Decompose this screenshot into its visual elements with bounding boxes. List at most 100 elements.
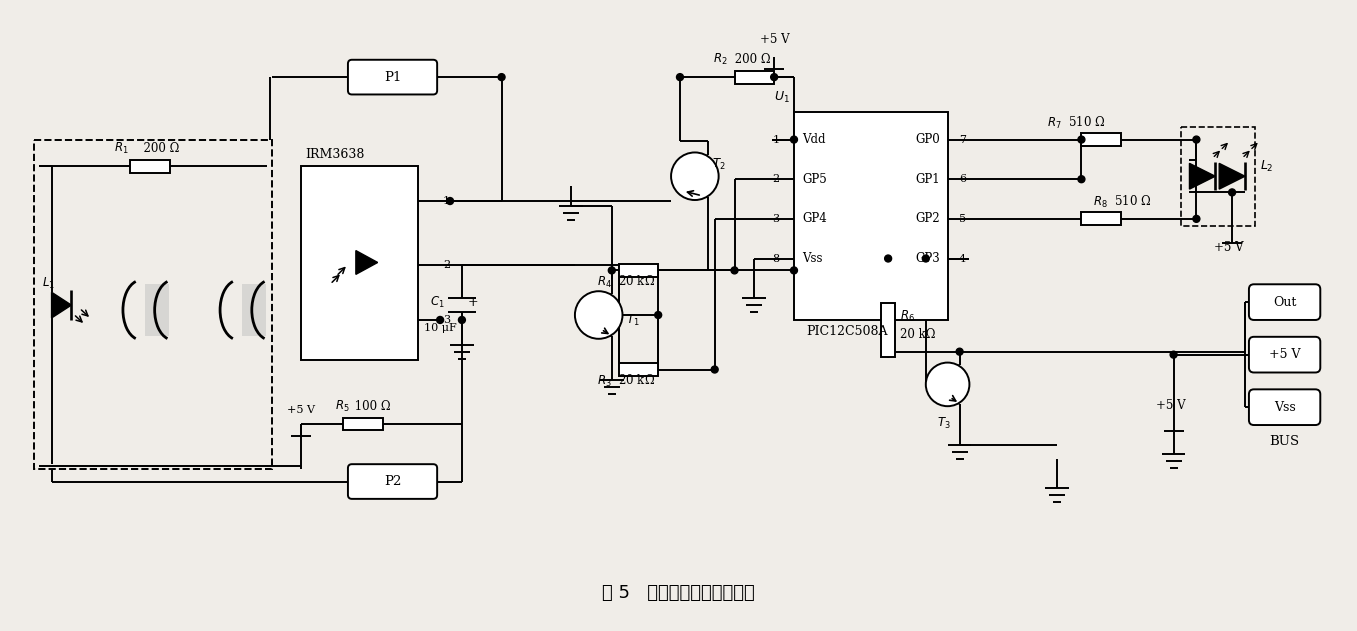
Circle shape <box>498 74 505 81</box>
FancyBboxPatch shape <box>1248 285 1320 320</box>
Circle shape <box>654 312 662 319</box>
Text: GP2: GP2 <box>915 213 939 225</box>
Text: +5 V: +5 V <box>1215 241 1244 254</box>
Text: 2: 2 <box>772 174 780 184</box>
Text: 3: 3 <box>444 315 451 325</box>
Text: IRM3638: IRM3638 <box>305 148 365 161</box>
Bar <box>734 71 773 83</box>
Text: 1: 1 <box>772 134 780 144</box>
Circle shape <box>459 317 465 324</box>
Text: PIC12C508A: PIC12C508A <box>806 326 887 338</box>
FancyBboxPatch shape <box>347 464 437 499</box>
Circle shape <box>672 153 719 200</box>
FancyBboxPatch shape <box>1248 337 1320 372</box>
Text: 200 Ω: 200 Ω <box>730 53 771 66</box>
Text: $R_5$: $R_5$ <box>335 399 350 414</box>
Text: 10 μF: 10 μF <box>425 323 457 333</box>
Circle shape <box>575 292 623 339</box>
Text: Vss: Vss <box>802 252 822 265</box>
Text: 6: 6 <box>959 174 966 184</box>
Bar <box>130 160 170 173</box>
Text: 5: 5 <box>959 214 966 224</box>
Bar <box>1181 127 1255 226</box>
Text: P1: P1 <box>384 71 402 84</box>
Polygon shape <box>52 292 72 318</box>
Text: +5 V: +5 V <box>1156 399 1186 411</box>
Circle shape <box>446 198 453 204</box>
Text: 100 Ω: 100 Ω <box>351 399 391 413</box>
Bar <box>301 167 418 360</box>
Text: 4: 4 <box>959 254 966 264</box>
Text: $T_1$: $T_1$ <box>627 312 641 327</box>
Text: 20 kΩ: 20 kΩ <box>900 328 935 341</box>
Bar <box>343 418 383 430</box>
Polygon shape <box>1219 163 1244 189</box>
Text: $L_2$: $L_2$ <box>1259 159 1273 174</box>
Circle shape <box>608 267 615 274</box>
Circle shape <box>1193 136 1200 143</box>
Polygon shape <box>242 285 266 336</box>
Bar <box>794 112 947 320</box>
Bar <box>881 303 896 357</box>
Circle shape <box>885 255 892 262</box>
Text: 7: 7 <box>959 134 966 144</box>
Text: +: + <box>468 295 479 309</box>
FancyBboxPatch shape <box>1248 389 1320 425</box>
Circle shape <box>791 267 798 274</box>
Text: 8: 8 <box>772 254 780 264</box>
Circle shape <box>1170 351 1177 358</box>
Text: Out: Out <box>1273 295 1296 309</box>
Text: $U_1$: $U_1$ <box>773 90 790 105</box>
Text: $R_7$  510 Ω: $R_7$ 510 Ω <box>1046 115 1105 131</box>
FancyBboxPatch shape <box>347 60 437 95</box>
Circle shape <box>1077 176 1084 183</box>
Text: +5 V: +5 V <box>1269 348 1300 361</box>
Text: GP5: GP5 <box>802 173 826 186</box>
Circle shape <box>923 255 930 262</box>
Text: $R_1$: $R_1$ <box>114 141 129 156</box>
Text: $T_3$: $T_3$ <box>936 416 950 431</box>
Polygon shape <box>1190 163 1216 189</box>
Text: GP0: GP0 <box>915 133 939 146</box>
Text: $L_1$: $L_1$ <box>42 276 54 291</box>
Text: $T_2$: $T_2$ <box>711 156 725 172</box>
Bar <box>1082 213 1121 225</box>
Bar <box>619 264 658 277</box>
Text: +5 V: +5 V <box>760 33 790 46</box>
Circle shape <box>925 363 969 406</box>
Polygon shape <box>145 285 168 336</box>
Circle shape <box>731 267 738 274</box>
Text: 3: 3 <box>772 214 780 224</box>
Text: $C_1$: $C_1$ <box>430 295 445 310</box>
Text: GP3: GP3 <box>915 252 939 265</box>
Bar <box>1082 133 1121 146</box>
Text: 图 5   发射接收单元电路原理: 图 5 发射接收单元电路原理 <box>601 584 754 601</box>
Circle shape <box>791 136 798 143</box>
Circle shape <box>771 74 778 81</box>
Circle shape <box>677 74 684 81</box>
Circle shape <box>957 348 963 355</box>
Text: $R_6$: $R_6$ <box>900 309 915 324</box>
Circle shape <box>437 317 444 324</box>
Text: $R_2$: $R_2$ <box>712 52 727 67</box>
Circle shape <box>1077 136 1084 143</box>
Text: $R_3$  20 kΩ: $R_3$ 20 kΩ <box>597 374 654 389</box>
Text: 1: 1 <box>444 196 451 206</box>
Text: Vss: Vss <box>1274 401 1296 414</box>
Text: 2: 2 <box>444 261 451 271</box>
Text: $R_8$  510 Ω: $R_8$ 510 Ω <box>1094 194 1152 210</box>
Circle shape <box>1193 215 1200 222</box>
Polygon shape <box>356 251 377 274</box>
Circle shape <box>711 366 718 373</box>
Text: GP4: GP4 <box>802 213 826 225</box>
Text: P2: P2 <box>384 475 402 488</box>
Text: GP1: GP1 <box>915 173 939 186</box>
Text: Vdd: Vdd <box>802 133 825 146</box>
Text: +5 V: +5 V <box>288 405 315 415</box>
Bar <box>34 139 271 469</box>
Circle shape <box>1228 189 1236 196</box>
Text: 200 Ω: 200 Ω <box>136 142 179 155</box>
Text: $R_4$  20 kΩ: $R_4$ 20 kΩ <box>597 274 654 290</box>
Text: BUS: BUS <box>1270 435 1300 449</box>
Bar <box>619 363 658 376</box>
